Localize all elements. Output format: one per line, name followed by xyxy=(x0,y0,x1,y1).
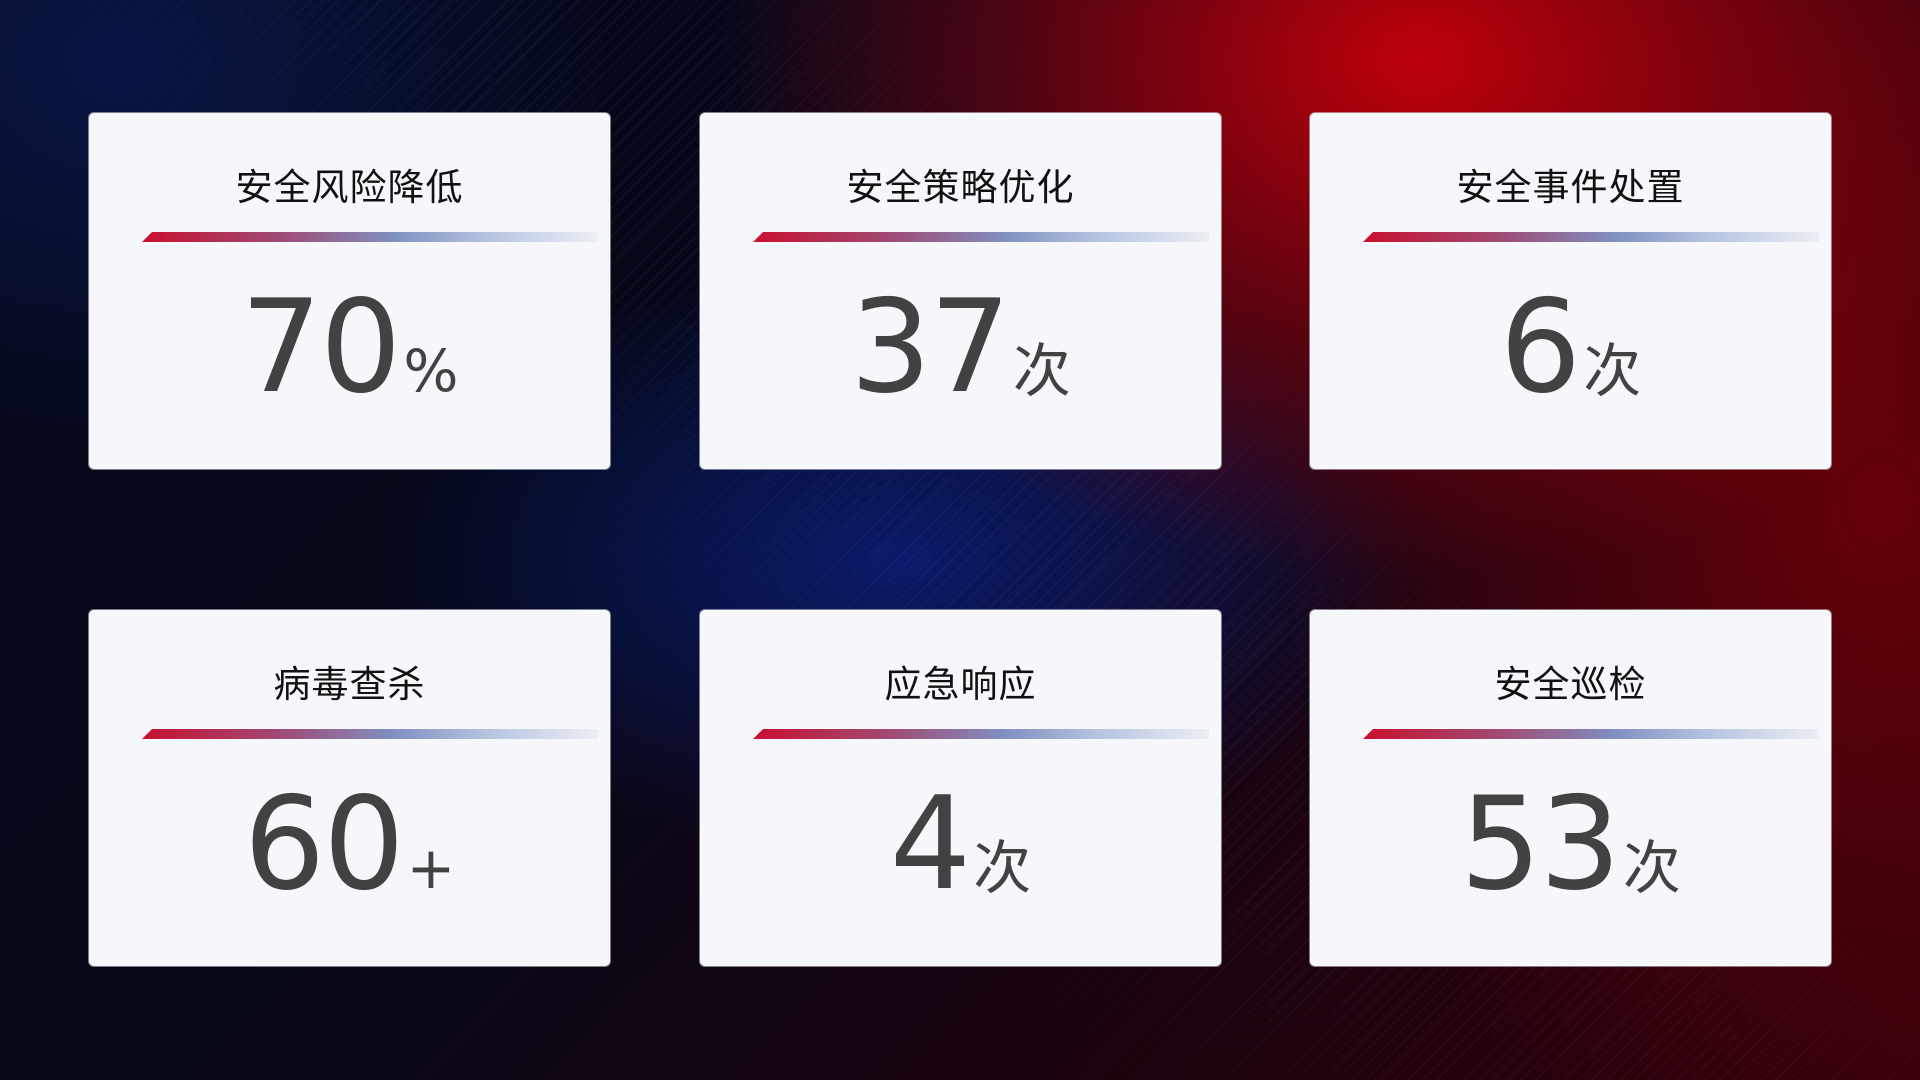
value-unit: 次 xyxy=(973,834,1032,902)
card-value: 4次 xyxy=(700,770,1221,919)
card-value: 60+ xyxy=(89,770,610,919)
card-title: 安全巡检 xyxy=(1494,663,1647,706)
title-divider xyxy=(753,729,1209,739)
value-unit: 次 xyxy=(1012,337,1071,405)
stat-card-policy-optimization: 安全策略优化 37次 xyxy=(700,113,1221,469)
title-divider xyxy=(1363,232,1819,242)
card-title: 安全事件处置 xyxy=(1456,166,1685,209)
value-number: 60 xyxy=(243,770,405,919)
card-value: 37次 xyxy=(700,273,1221,422)
title-divider xyxy=(142,232,598,242)
card-title: 应急响应 xyxy=(884,663,1037,706)
stat-card-security-inspection: 安全巡检 53次 xyxy=(1310,610,1831,966)
title-divider xyxy=(142,729,598,739)
value-number: 70 xyxy=(240,273,402,422)
value-number: 6 xyxy=(1499,273,1581,422)
value-unit: % xyxy=(403,337,459,405)
title-divider xyxy=(753,232,1209,242)
value-unit: 次 xyxy=(1622,834,1681,902)
stat-card-risk-reduction: 安全风险降低 70% xyxy=(89,113,610,469)
card-title: 病毒查杀 xyxy=(273,663,426,706)
stat-card-virus-removal: 病毒查杀 60+ xyxy=(89,610,610,966)
value-unit: 次 xyxy=(1583,337,1642,405)
value-number: 53 xyxy=(1460,770,1621,919)
value-number: 37 xyxy=(850,273,1011,422)
title-divider xyxy=(1363,729,1819,739)
value-number: 4 xyxy=(889,770,971,919)
card-title: 安全策略优化 xyxy=(846,166,1075,209)
card-title: 安全风险降低 xyxy=(235,166,464,209)
card-value: 6次 xyxy=(1310,273,1831,422)
card-value: 53次 xyxy=(1310,770,1831,919)
card-value: 70% xyxy=(89,273,610,422)
stat-card-incident-handling: 安全事件处置 6次 xyxy=(1310,113,1831,469)
value-unit: + xyxy=(406,834,456,902)
stat-card-emergency-response: 应急响应 4次 xyxy=(700,610,1221,966)
